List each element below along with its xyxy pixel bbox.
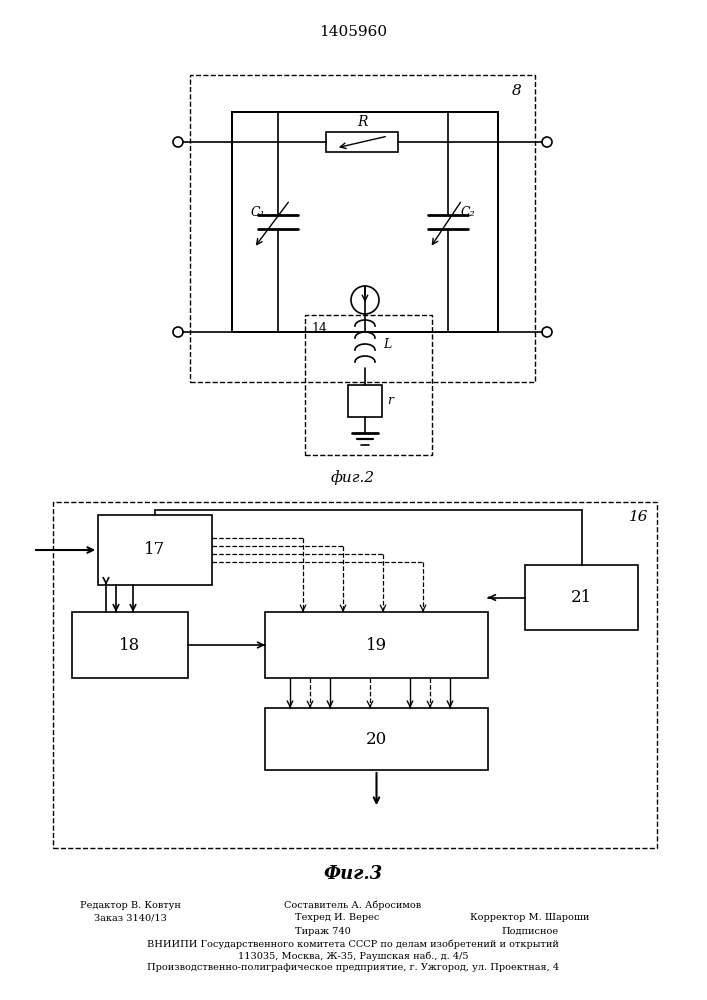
- Text: r: r: [387, 394, 393, 408]
- Bar: [326, 132, 398, 152]
- Text: 18: 18: [119, 637, 141, 654]
- Text: 20: 20: [366, 730, 387, 748]
- Text: Производственно-полиграфическое предприятие, г. Ужгород, ул. Проектная, 4: Производственно-полиграфическое предприя…: [147, 964, 559, 972]
- Text: 21: 21: [571, 589, 592, 606]
- Text: R: R: [357, 115, 367, 129]
- Text: Корректор М. Шароши: Корректор М. Шароши: [470, 914, 590, 922]
- Text: Фиг.3: Фиг.3: [323, 865, 382, 883]
- Bar: [232, 112, 498, 332]
- Bar: [265, 612, 488, 678]
- Bar: [53, 502, 657, 848]
- Text: 14: 14: [311, 322, 327, 334]
- Text: 19: 19: [366, 637, 387, 654]
- Text: Составитель А. Абросимов: Составитель А. Абросимов: [284, 900, 421, 910]
- Bar: [98, 515, 212, 585]
- Bar: [305, 315, 432, 455]
- Bar: [265, 708, 488, 770]
- Bar: [190, 75, 535, 382]
- Bar: [348, 385, 382, 417]
- Text: Редактор В. Ковтун: Редактор В. Ковтун: [80, 900, 180, 910]
- Bar: [72, 612, 188, 678]
- Text: Заказ 3140/13: Заказ 3140/13: [93, 914, 166, 922]
- Text: фиг.2: фиг.2: [331, 471, 375, 485]
- Text: Техред И. Верес: Техред И. Верес: [295, 914, 380, 922]
- Text: 8: 8: [512, 84, 522, 98]
- Text: 16: 16: [629, 510, 649, 524]
- Text: 1405960: 1405960: [319, 25, 387, 39]
- Text: ВНИИПИ Государственного комитета СССР по делам изобретений и открытий: ВНИИПИ Государственного комитета СССР по…: [147, 939, 559, 949]
- Text: C₁: C₁: [251, 206, 265, 219]
- Text: L: L: [383, 338, 391, 351]
- Text: Тираж 740: Тираж 740: [295, 926, 351, 936]
- Bar: [525, 565, 638, 630]
- Text: 113035, Москва, Ж-35, Раушская наб., д. 4/5: 113035, Москва, Ж-35, Раушская наб., д. …: [238, 951, 468, 961]
- Text: Подписное: Подписное: [501, 926, 559, 936]
- Text: 17: 17: [144, 542, 165, 558]
- Text: C₂: C₂: [461, 206, 475, 219]
